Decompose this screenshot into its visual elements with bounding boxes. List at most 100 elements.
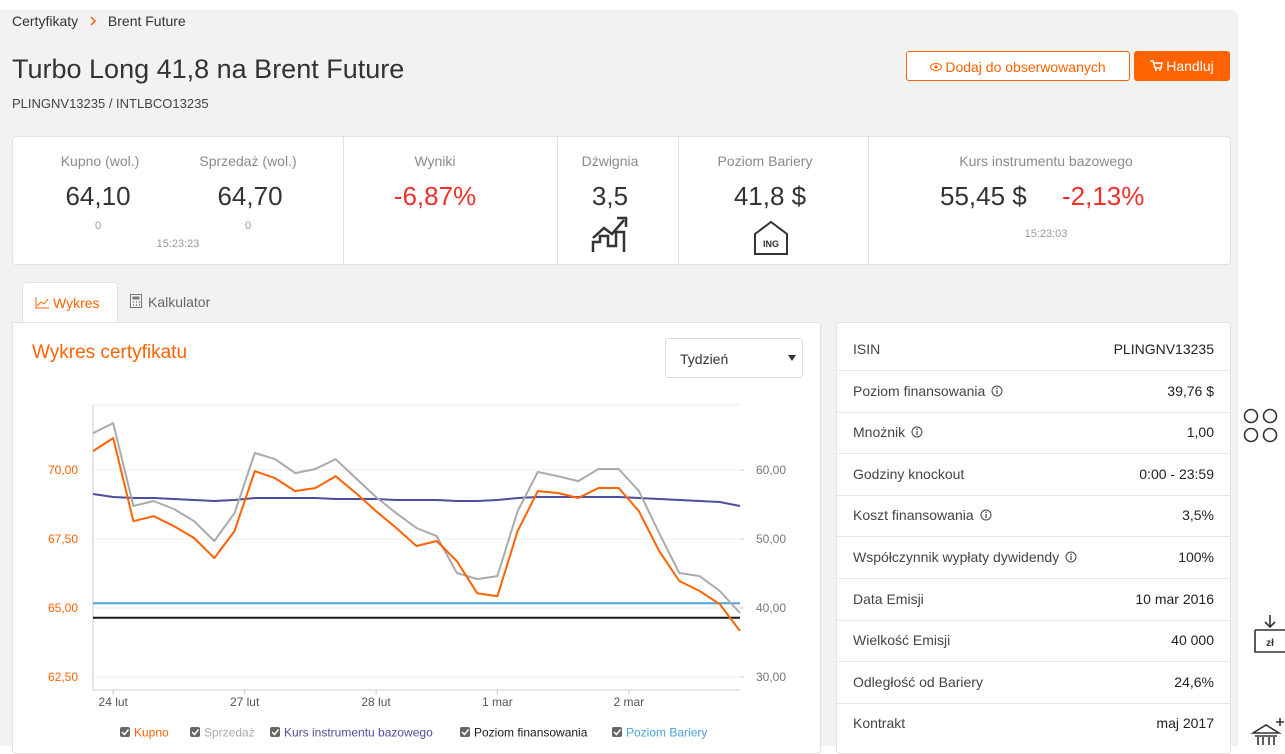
detail-label: Współczynnik wypłaty dywidendy [853, 549, 1060, 565]
legend-label: Poziom Bariery [626, 726, 707, 740]
detail-value: 24,6% [1174, 673, 1214, 690]
detail-label: Wielkość Emisji [853, 632, 951, 649]
chart-card [12, 322, 821, 754]
legend-item[interactable]: Poziom finansowania [460, 726, 588, 740]
legend-checkbox [120, 727, 130, 737]
barrier-label: Poziom Bariery [717, 153, 813, 169]
title: Turbo Long 41,8 na Brent Future [12, 54, 405, 84]
x-tick-label: 28 lut [361, 695, 391, 709]
watch-button[interactable]: Dodaj do obserwowanych [906, 51, 1130, 81]
detail-label: Mnożnik [853, 424, 906, 441]
breadcrumb-link[interactable]: Certyfikaty [12, 13, 79, 29]
legend-checkbox [270, 727, 280, 737]
info-icon[interactable] [980, 509, 992, 521]
leverage-label: Dźwignia [581, 153, 639, 169]
trade-button[interactable]: Handluj [1134, 51, 1230, 81]
detail-label: Godziny knockout [853, 465, 965, 482]
detail-value: 1,00 [1186, 424, 1214, 441]
eye-icon [930, 63, 943, 71]
legend-checkbox [190, 727, 200, 737]
divider [678, 137, 679, 264]
series-line [92, 493, 741, 507]
legend-checkbox [460, 727, 470, 737]
stats-card [12, 136, 1231, 265]
currency-text: zł [1266, 638, 1274, 649]
tab-active[interactable]: Wykres [22, 282, 118, 323]
underlying-label: Kurs instrumentu bazowego [959, 153, 1133, 169]
detail-label: Odległość od Bariery [853, 673, 983, 690]
detail-value: 40 000 [1171, 632, 1214, 649]
quote-time: 15:23:23 [156, 238, 200, 250]
detail-row: Współczynnik wypłaty dywidendy 100% [837, 536, 1230, 579]
period-select[interactable]: Tydzień [665, 338, 803, 378]
ing-logo: ING [754, 220, 788, 255]
x-tick-label: 24 lut [99, 695, 129, 709]
info-icon[interactable] [1065, 551, 1077, 563]
legend-check [613, 729, 622, 736]
legend-label: Sprzedaż [204, 726, 255, 740]
y-tick-label: 62,50 [48, 670, 78, 684]
y2-tick-label: 30,00 [756, 670, 786, 684]
series-line [92, 422, 741, 614]
chart-title: Wykres certyfikatu [32, 342, 187, 363]
leverage-icon [591, 216, 628, 252]
detail-row: ISIN PLINGNV13235 [837, 328, 1230, 371]
underlying-time: 15:23:03 [1024, 228, 1068, 240]
legend-check [271, 729, 280, 736]
tab-chart-icon [35, 297, 49, 309]
info-icon[interactable] [911, 426, 923, 438]
legend-item[interactable]: Kurs instrumentu bazowego [270, 726, 433, 740]
chevron [90, 16, 97, 26]
y2-tick-label: 50,00 [756, 532, 786, 546]
ask-volume: 0 [244, 220, 252, 232]
legend-item[interactable]: Sprzedaż [190, 726, 255, 740]
details-card [836, 322, 1231, 754]
detail-value: 3,5% [1182, 507, 1214, 524]
legend-label: Kurs instrumentu bazowego [284, 726, 433, 740]
bid-volume: 0 [94, 220, 102, 232]
ask-label: Sprzedaż (wol.) [199, 153, 297, 169]
legend-check [191, 729, 200, 736]
detail-value: 0:00 - 23:59 [1139, 465, 1214, 482]
info-icon[interactable] [991, 385, 1003, 397]
legend-label: Kupno [134, 726, 169, 740]
tab-label: Wykres [53, 295, 100, 311]
detail-label: Kontrakt [853, 715, 906, 732]
y2-tick-label: 40,00 [756, 601, 786, 615]
detail-label: Data Emisji [853, 590, 924, 607]
result-label: Wyniki [414, 153, 456, 169]
divider [868, 137, 869, 264]
divider [557, 137, 558, 264]
detail-row: Odległość od Bariery 24,6% [837, 661, 1230, 704]
detail-value: 100% [1178, 549, 1214, 565]
bid: 64,10 [65, 181, 131, 211]
x-tick-label: 2 mar [613, 695, 644, 709]
ing-text: ING [763, 239, 779, 249]
legend-item[interactable]: Poziom Bariery [612, 726, 707, 740]
detail-row: Mnożnik 1,00 [837, 411, 1230, 455]
detail-label: Koszt finansowania [853, 507, 974, 524]
bid-label: Kupno (wol.) [60, 153, 140, 169]
y2-tick-label: 60,00 [756, 463, 786, 477]
y-tick-label: 67,50 [48, 532, 78, 546]
tab-label: Kalkulator [148, 294, 211, 310]
ask: 64,70 [217, 181, 283, 211]
result-value: -6,87% [393, 181, 477, 211]
dropdown-arrow [788, 355, 796, 361]
legend-check [461, 729, 470, 736]
detail-value: 39,76 $ [1167, 382, 1214, 399]
legend-check [121, 729, 130, 736]
breadcrumb: Certyfikaty Brent Future [12, 13, 186, 29]
watch-text: Dodaj do obserwowanych [945, 59, 1106, 75]
detail-row: Godziny knockout 0:00 - 23:59 [837, 453, 1230, 496]
legend-item[interactable]: Kupno [120, 726, 169, 740]
detail-value: 10 mar 2016 [1135, 590, 1214, 607]
series-line [92, 437, 741, 632]
x-tick-label: 1 mar [482, 695, 513, 709]
legend-label: Poziom finansowania [474, 726, 588, 740]
y-tick-label: 65,00 [48, 601, 78, 615]
period-text: Tydzień [680, 351, 729, 367]
underlying-price: 55,45 $ [940, 181, 1027, 211]
trade-text: Handluj [1166, 58, 1214, 74]
